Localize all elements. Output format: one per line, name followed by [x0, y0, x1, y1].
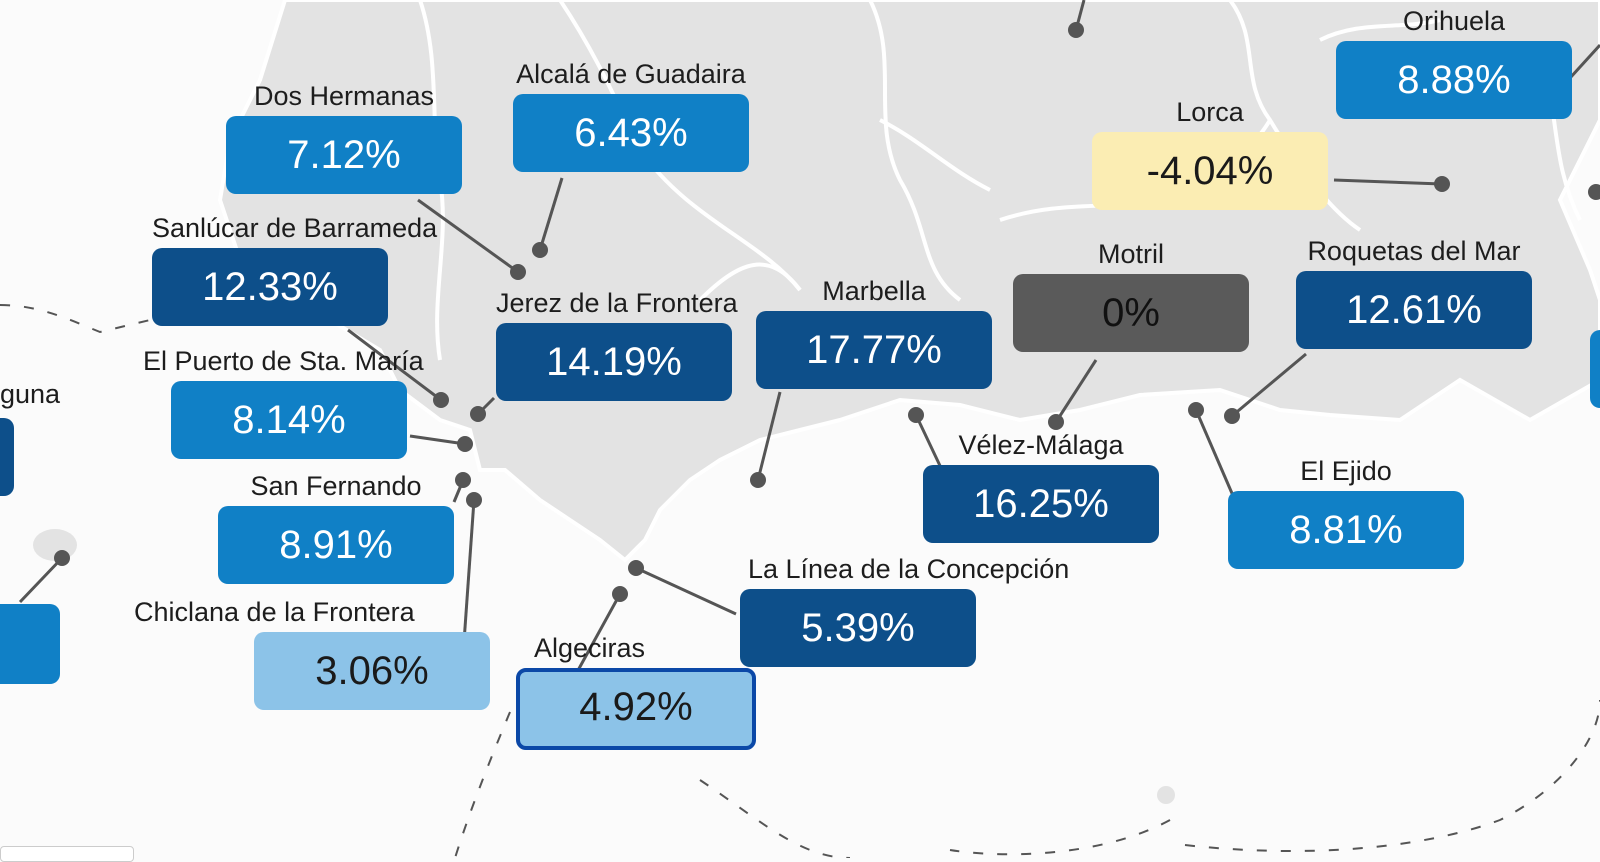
value-box: 8.81% — [1228, 491, 1464, 569]
city-sanlucar-de-barrameda[interactable]: Sanlúcar de Barrameda 12.33% — [152, 212, 437, 326]
city-name: Sanlúcar de Barrameda — [152, 213, 438, 243]
city-name: Lorca — [1176, 97, 1244, 127]
value-box: 12.61% — [1296, 271, 1532, 349]
city-name: Vélez-Málaga — [958, 430, 1124, 460]
cut-off-value-box — [0, 604, 60, 684]
value-box: 5.39% — [740, 589, 976, 667]
city-name: Motril — [1098, 239, 1164, 269]
city-chiclana-de-la-frontera[interactable]: Chiclana de la Frontera 3.06% — [134, 596, 490, 710]
value-box: 16.25% — [923, 465, 1159, 543]
sea-routes — [0, 304, 1600, 858]
value-box: 0% — [1013, 274, 1249, 352]
cut-off-value-box — [1590, 330, 1600, 408]
city-la-linea-de-la-concepcion[interactable]: La Línea de la Concepción 5.39% — [740, 553, 1069, 667]
city-dos-hermanas[interactable]: Dos Hermanas 7.12% — [226, 80, 462, 194]
value-box: 8.88% — [1336, 41, 1572, 119]
city-orihuela[interactable]: Orihuela 8.88% — [1336, 5, 1572, 119]
city-name: guna — [0, 379, 61, 409]
value-box-selected: 4.92% — [516, 668, 756, 750]
value-box: -4.04% — [1092, 132, 1328, 210]
city-jerez-de-la-frontera[interactable]: Jerez de la Frontera 14.19% — [496, 287, 738, 401]
value-box: 6.43% — [513, 94, 749, 172]
city-name: El Ejido — [1300, 456, 1392, 486]
city-name: El Puerto de Sta. María — [143, 346, 424, 376]
value-box: 3.06% — [254, 632, 490, 710]
value-box: 14.19% — [496, 323, 732, 401]
location-dots — [54, 22, 1600, 602]
value-box: 8.91% — [218, 506, 454, 584]
value-box: 17.77% — [756, 311, 992, 389]
city-el-puerto-de-sta-maria[interactable]: El Puerto de Sta. María 8.14% — [143, 345, 424, 459]
city-roquetas-del-mar[interactable]: Roquetas del Mar 12.61% — [1296, 235, 1532, 349]
island — [1157, 786, 1175, 804]
city-name: La Línea de la Concepción — [748, 554, 1070, 584]
city-name: Roquetas del Mar — [1307, 236, 1521, 266]
city-name: Marbella — [822, 276, 926, 306]
city-motril[interactable]: Motril 0% — [1013, 238, 1249, 352]
value-box: 7.12% — [226, 116, 462, 194]
city-san-fernando[interactable]: San Fernando 8.91% — [218, 470, 454, 584]
leader-lines — [18, 0, 1600, 675]
city-marbella[interactable]: Marbella 17.77% — [756, 275, 992, 389]
city-name: Alcalá de Guadaira — [516, 59, 746, 89]
city-name: Algeciras — [534, 633, 646, 663]
cut-off-value-box — [0, 418, 14, 496]
city-algeciras[interactable]: Algeciras 4.92% — [516, 632, 756, 750]
city-velez-malaga[interactable]: Vélez-Málaga 16.25% — [923, 429, 1159, 543]
city-lorca[interactable]: Lorca -4.04% — [1092, 96, 1328, 210]
city-name: San Fernando — [250, 471, 422, 501]
value-box: 8.14% — [171, 381, 407, 459]
city-name: Orihuela — [1402, 6, 1506, 36]
value-box: 12.33% — [152, 248, 388, 326]
city-name: Dos Hermanas — [253, 81, 435, 111]
cut-off-city-label: guna — [0, 378, 60, 410]
city-el-ejido[interactable]: El Ejido 8.81% — [1228, 455, 1464, 569]
city-alcala-de-guadaira[interactable]: Alcalá de Guadaira 6.43% — [513, 58, 749, 172]
city-name: Jerez de la Frontera — [496, 288, 738, 318]
panel-edge — [0, 846, 134, 862]
city-name: Chiclana de la Frontera — [134, 597, 415, 627]
